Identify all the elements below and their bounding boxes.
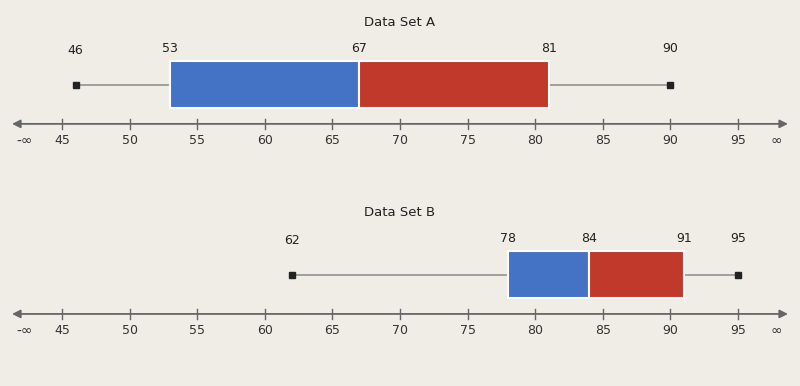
Text: 75: 75 <box>459 134 475 147</box>
Text: 60: 60 <box>257 324 273 337</box>
Text: Data Set B: Data Set B <box>365 206 435 219</box>
Text: -∞: -∞ <box>16 134 33 148</box>
Bar <box>359 61 549 108</box>
Text: 81: 81 <box>541 42 557 55</box>
Text: 90: 90 <box>662 324 678 337</box>
Text: 95: 95 <box>730 134 746 147</box>
Text: 60: 60 <box>257 134 273 147</box>
Text: 85: 85 <box>594 324 610 337</box>
Bar <box>590 251 684 298</box>
Text: 90: 90 <box>662 42 678 55</box>
Text: 85: 85 <box>594 134 610 147</box>
Text: 80: 80 <box>527 324 543 337</box>
Text: 65: 65 <box>325 134 340 147</box>
Bar <box>170 61 359 108</box>
Text: 84: 84 <box>582 232 597 245</box>
Text: Data Set A: Data Set A <box>365 16 435 29</box>
Text: 50: 50 <box>122 324 138 337</box>
Text: 65: 65 <box>325 324 340 337</box>
Bar <box>508 251 590 298</box>
Text: 90: 90 <box>662 134 678 147</box>
Text: 45: 45 <box>54 324 70 337</box>
Text: 80: 80 <box>527 134 543 147</box>
Text: 70: 70 <box>392 324 408 337</box>
Text: 53: 53 <box>162 42 178 55</box>
Text: 45: 45 <box>54 134 70 147</box>
Text: 91: 91 <box>676 232 692 245</box>
Text: 55: 55 <box>190 134 206 147</box>
Text: 46: 46 <box>68 44 83 58</box>
Text: 75: 75 <box>459 324 475 337</box>
Text: 95: 95 <box>730 232 746 245</box>
Text: 67: 67 <box>351 42 367 55</box>
Text: -∞: -∞ <box>16 324 33 338</box>
Text: 95: 95 <box>730 324 746 337</box>
Text: 55: 55 <box>190 324 206 337</box>
Text: 62: 62 <box>284 234 300 247</box>
Text: 70: 70 <box>392 134 408 147</box>
Text: 50: 50 <box>122 134 138 147</box>
Text: 78: 78 <box>500 232 516 245</box>
Text: ∞: ∞ <box>770 324 782 338</box>
Text: ∞: ∞ <box>770 134 782 148</box>
